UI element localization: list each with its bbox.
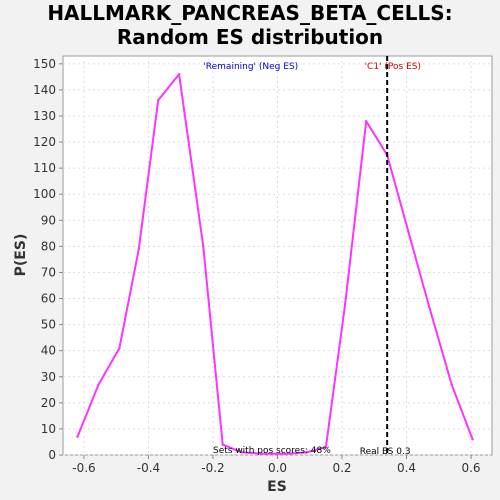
data-point bbox=[344, 302, 347, 305]
y-tick-label: 60 bbox=[41, 292, 56, 306]
x-axis-label: ES bbox=[267, 479, 287, 495]
y-axis-label: P(ES) bbox=[13, 234, 29, 277]
y-tick-label: 50 bbox=[41, 318, 56, 332]
chart-title: HALLMARK_PANCREAS_BETA_CELLS: bbox=[47, 1, 452, 25]
annotations: 'Remaining' (Neg ES) 'C1' (Pos ES) Sets wi… bbox=[203, 62, 421, 456]
y-tick-label: 40 bbox=[41, 344, 56, 358]
data-point bbox=[118, 346, 121, 350]
data-point bbox=[324, 445, 328, 449]
data-point bbox=[450, 383, 453, 386]
data-point bbox=[471, 438, 474, 441]
data-point bbox=[365, 119, 368, 123]
y-tick-label: 20 bbox=[41, 396, 56, 410]
x-tick-label: -0.6 bbox=[72, 461, 95, 475]
data-point bbox=[156, 99, 160, 102]
x-tick-label: 0.0 bbox=[268, 461, 287, 475]
y-tick-label: 0 bbox=[48, 448, 56, 462]
y-tick-label: 10 bbox=[41, 422, 56, 436]
data-point bbox=[76, 435, 79, 438]
chart-subtitle: Random ES distribution bbox=[117, 25, 383, 49]
x-tick-label: -0.2 bbox=[201, 461, 224, 475]
data-point bbox=[285, 452, 289, 455]
series-line bbox=[76, 73, 474, 455]
data-point bbox=[221, 443, 224, 446]
y-tick-label: 70 bbox=[41, 265, 56, 279]
x-tick-label: -0.4 bbox=[137, 461, 160, 475]
y-tick-label: 80 bbox=[41, 239, 56, 253]
axis-ticks: 0 10 20 30 40 50 60 70 80 90 100 110 120 130 140 150 -0.… bbox=[33, 57, 480, 475]
annotation-label: 'Remaining' (Neg ES) bbox=[203, 62, 298, 72]
marker-layer: Real ES 0.3 bbox=[360, 56, 411, 457]
plot-area bbox=[62, 55, 493, 456]
data-point bbox=[427, 305, 431, 308]
data-point bbox=[406, 229, 410, 232]
data-point bbox=[240, 451, 244, 454]
annotation-label: Sets with pos scores: 48% bbox=[213, 446, 331, 456]
y-tick-label: 130 bbox=[33, 109, 56, 123]
y-tick-label: 150 bbox=[33, 57, 56, 71]
y-tick-label: 100 bbox=[33, 187, 56, 201]
data-point bbox=[202, 245, 205, 248]
y-tick-label: 120 bbox=[33, 135, 56, 149]
data-point bbox=[177, 73, 181, 76]
y-tick-label: 110 bbox=[33, 161, 56, 175]
annotation-label: 'C1' (Pos ES) bbox=[365, 62, 421, 72]
x-tick-label: 0.6 bbox=[461, 461, 480, 475]
data-point bbox=[305, 451, 308, 454]
data-point bbox=[97, 383, 100, 386]
real-es-label: Real ES 0.3 bbox=[360, 447, 411, 457]
x-tick-label: 0.2 bbox=[332, 461, 351, 475]
y-tick-label: 30 bbox=[41, 370, 56, 384]
data-point bbox=[263, 452, 266, 455]
y-tick-label: 90 bbox=[41, 213, 56, 227]
y-tick-label: 140 bbox=[33, 83, 56, 97]
data-point bbox=[137, 247, 141, 251]
x-tick-label: 0.4 bbox=[397, 461, 416, 475]
